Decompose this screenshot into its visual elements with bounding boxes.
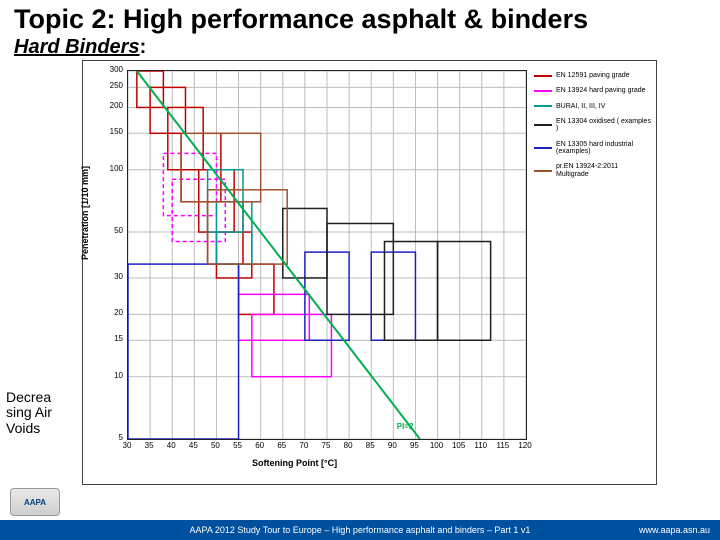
legend-swatch xyxy=(534,147,552,149)
logo: AAPA xyxy=(10,488,60,516)
y-tick-label: 15 xyxy=(93,334,123,343)
x-tick-label: 55 xyxy=(228,441,248,450)
x-tick-label: 105 xyxy=(449,441,469,450)
logo-text: AAPA xyxy=(24,498,46,507)
x-tick-label: 30 xyxy=(117,441,137,450)
x-tick-label: 50 xyxy=(205,441,225,450)
legend-item: EN 13305 hard industrial (examples) xyxy=(534,141,652,156)
y-tick-label: 10 xyxy=(93,371,123,380)
legend-label: EN 12591 paving grade xyxy=(556,72,630,79)
x-tick-label: 120 xyxy=(515,441,535,450)
legend-item: EN 12591 paving grade xyxy=(534,72,652,79)
legend-item: pr.EN 13924-2:2011 Multigrade xyxy=(534,163,652,178)
legend-swatch xyxy=(534,170,552,172)
legend-label: pr.EN 13924-2:2011 Multigrade xyxy=(556,163,652,178)
x-tick-label: 40 xyxy=(161,441,181,450)
legend-swatch xyxy=(534,124,552,126)
legend-swatch xyxy=(534,75,552,77)
slide-subtitle: Hard Binders: xyxy=(14,36,146,59)
footer-right-text: www.aapa.asn.au xyxy=(639,525,710,535)
legend-item: BURAI, II, III, IV xyxy=(534,103,652,110)
y-tick-label: 20 xyxy=(93,308,123,317)
legend-label: EN 13304 oxidised ( examples ) xyxy=(556,118,652,133)
x-tick-label: 110 xyxy=(471,441,491,450)
y-axis-title: Penetration [1/10 mm] xyxy=(80,166,90,260)
x-tick-label: 65 xyxy=(272,441,292,450)
y-tick-label: 30 xyxy=(93,272,123,281)
legend-item: EN 13304 oxidised ( examples ) xyxy=(534,118,652,133)
x-tick-label: 100 xyxy=(427,441,447,450)
x-tick-label: 90 xyxy=(382,441,402,450)
footer-bar: AAPA 2012 Study Tour to Europe – High pe… xyxy=(0,520,720,540)
x-tick-label: 45 xyxy=(183,441,203,450)
x-tick-label: 85 xyxy=(360,441,380,450)
x-tick-label: 115 xyxy=(493,441,513,450)
legend-label: EN 13305 hard industrial (examples) xyxy=(556,141,652,156)
footer-center-text: AAPA 2012 Study Tour to Europe – High pe… xyxy=(0,525,720,535)
plot-area xyxy=(127,70,527,440)
legend: EN 12591 paving grade EN 13924 hard pavin… xyxy=(534,72,652,186)
subtitle-text: Hard Binders xyxy=(14,36,140,58)
pi-note: PI=2 xyxy=(397,422,414,431)
x-tick-label: 80 xyxy=(338,441,358,450)
legend-item: EN 13924 hard paving grade xyxy=(534,87,652,94)
y-tick-label: 250 xyxy=(93,81,123,90)
y-tick-label: 100 xyxy=(93,164,123,173)
x-tick-label: 60 xyxy=(250,441,270,450)
legend-label: BURAI, II, III, IV xyxy=(556,103,605,110)
legend-label: EN 13924 hard paving grade xyxy=(556,87,646,94)
subtitle-colon: : xyxy=(140,36,147,58)
x-tick-label: 75 xyxy=(316,441,336,450)
chart-container: Penetration [1/10 mm] Softening Point [°… xyxy=(82,60,657,485)
x-axis-title: Softening Point [°C] xyxy=(252,458,337,468)
slide: Topic 2: High performance asphalt & bind… xyxy=(0,0,720,540)
slide-title: Topic 2: High performance asphalt & bind… xyxy=(14,4,588,35)
x-tick-label: 35 xyxy=(139,441,159,450)
x-tick-label: 70 xyxy=(294,441,314,450)
y-tick-label: 300 xyxy=(93,65,123,74)
y-tick-label: 200 xyxy=(93,101,123,110)
y-tick-label: 50 xyxy=(93,226,123,235)
legend-swatch xyxy=(534,105,552,107)
x-tick-label: 95 xyxy=(404,441,424,450)
legend-swatch xyxy=(534,90,552,92)
y-tick-label: 150 xyxy=(93,127,123,136)
side-note: Decrea sing Air Voids xyxy=(6,390,76,436)
